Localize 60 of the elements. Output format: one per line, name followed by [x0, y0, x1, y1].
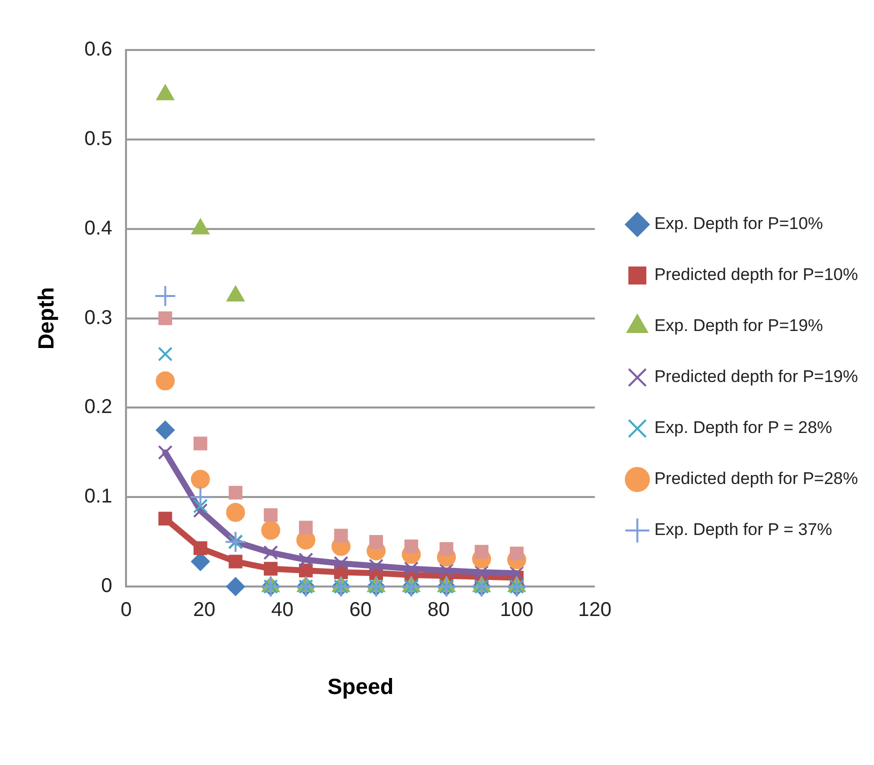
legend-label: Exp. Depth for P = 37% [654, 520, 832, 540]
x-axis-title: Speed [328, 674, 394, 699]
point [158, 512, 172, 526]
point [228, 486, 242, 500]
x-tick-label: 120 [578, 599, 612, 622]
x-tick-label: 0 [120, 599, 132, 622]
point [369, 535, 384, 549]
point [368, 558, 384, 574]
point [404, 561, 419, 576]
point [158, 445, 173, 460]
point [264, 562, 278, 576]
y-tick-label: 0.2 [84, 396, 112, 418]
point [474, 564, 489, 580]
y-tick-label: 0.6 [84, 38, 112, 61]
point [156, 420, 175, 440]
point [228, 554, 242, 568]
point [440, 542, 454, 556]
point [226, 577, 246, 596]
x-tick-label: 40 [271, 599, 294, 622]
point [156, 371, 175, 390]
point [298, 564, 313, 578]
x-tick-label: 20 [193, 599, 216, 622]
point [193, 503, 208, 518]
point [158, 346, 173, 362]
point [404, 539, 418, 554]
point [263, 545, 278, 560]
point [193, 498, 208, 514]
point [158, 311, 172, 326]
point [224, 530, 247, 553]
point [298, 520, 313, 534]
legend-label: Predicted depth for P=28% [654, 469, 858, 488]
point [264, 508, 278, 522]
y-axis-title: Depth [33, 287, 58, 350]
point [509, 566, 524, 581]
point [474, 544, 488, 559]
point [154, 284, 176, 307]
point [261, 520, 280, 540]
y-tick-label: 0.4 [84, 217, 112, 240]
x-tick-label: 60 [349, 599, 372, 622]
x-tick-label: 80 [428, 599, 450, 622]
y-tick-label: 0.3 [84, 306, 112, 329]
point [334, 556, 348, 571]
legend-label: Exp. Depth for P=10% [654, 214, 824, 234]
point [334, 528, 348, 542]
y-tick-label: 0.5 [84, 128, 112, 150]
y-tick-label: 0 [101, 575, 112, 598]
legend-label: Predicted depth for P=19% [654, 367, 858, 386]
point [439, 563, 454, 578]
y-tick-label: 0.1 [84, 486, 112, 508]
x-tick-label: 100 [500, 599, 534, 622]
legend-label: Exp. Depth for P = 28% [654, 418, 832, 438]
point [194, 541, 208, 556]
point [226, 502, 246, 522]
point [510, 546, 524, 560]
point [298, 552, 314, 568]
point [189, 486, 212, 508]
legend-label: Exp. Depth for P=19% [654, 316, 824, 336]
point [190, 470, 210, 489]
point [194, 436, 208, 450]
legend-label: Predicted depth for P=10% [654, 265, 858, 284]
